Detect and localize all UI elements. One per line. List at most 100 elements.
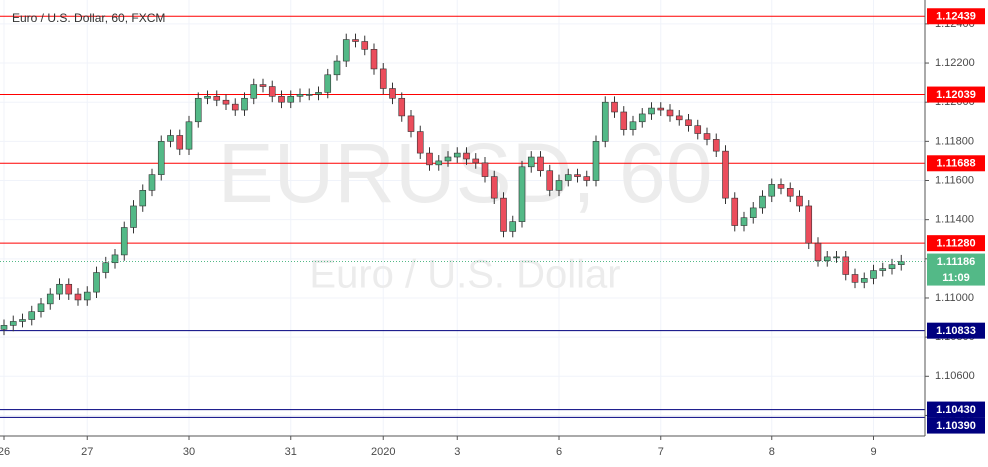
x-tick-label: 2020 [371, 446, 395, 458]
candle-body [204, 96, 211, 99]
candle-body [463, 152, 470, 160]
level-label: 1.10833 [936, 325, 976, 337]
candle-body [620, 111, 628, 130]
candle-body [842, 256, 850, 275]
candle-body [453, 152, 461, 158]
candle-body [231, 103, 239, 111]
x-tick-label: 8 [769, 446, 775, 458]
candle-body [564, 174, 572, 181]
candle-body [398, 97, 406, 117]
x-tick-label: 9 [870, 446, 876, 458]
candle-body [648, 107, 655, 115]
x-tick-label: 30 [183, 446, 195, 458]
candle-body [666, 109, 674, 117]
candle-body [416, 131, 424, 154]
candle-body [9, 321, 17, 326]
candle-body [241, 97, 248, 111]
candle-body [444, 156, 452, 162]
candle-body [777, 184, 785, 189]
candle-body [583, 176, 591, 181]
candle-body [370, 49, 378, 70]
candle-body [888, 264, 896, 269]
candle-body [120, 227, 128, 256]
x-tick-label: 7 [658, 446, 664, 458]
candle-body [194, 97, 202, 123]
level-label: 1.12439 [936, 11, 976, 23]
candle-body [675, 115, 683, 121]
candle-body [435, 160, 443, 166]
time-axis-bg [0, 436, 988, 467]
candle-body [574, 174, 581, 177]
candle-body [629, 121, 637, 130]
level-label-box [927, 322, 985, 339]
countdown-label: 11:09 [942, 272, 970, 284]
candle-body [740, 217, 748, 226]
level-label-box [927, 401, 985, 418]
candle-body [305, 94, 313, 96]
y-tick-label: 1.11600 [935, 174, 974, 186]
candle-body [481, 162, 489, 177]
candle-body [268, 86, 276, 97]
candle-body [176, 135, 184, 150]
grid [0, 0, 925, 436]
y-tick-label: 1.11400 [935, 214, 974, 226]
candle-body [222, 99, 230, 105]
candle-body [250, 84, 258, 99]
axes: 1.124001.122001.120001.118001.116001.114… [0, 8, 985, 458]
x-tick-label: 3 [454, 446, 460, 458]
candle-body [213, 96, 221, 101]
level-label: 1.12039 [936, 89, 976, 101]
candle-body [601, 101, 609, 142]
candle-body [509, 221, 517, 232]
candle-body [389, 88, 396, 99]
candle-body [768, 184, 776, 197]
level-label-box [927, 417, 985, 434]
candle-body [56, 283, 63, 295]
candle-body [111, 254, 119, 264]
candle-body [851, 274, 859, 283]
watermark-subtitle: Euro / U.S. Dollar [309, 253, 620, 297]
level-label: 1.10390 [936, 420, 976, 432]
candle-body [833, 256, 840, 259]
candle-body [500, 197, 507, 232]
candle-body [897, 261, 905, 265]
level-label-box [927, 155, 985, 172]
plot-area [0, 15, 925, 418]
candle-body [518, 166, 526, 222]
level-label: 1.11688 [936, 158, 975, 170]
candle-body [139, 189, 147, 207]
candle-body [537, 156, 544, 172]
candle-body [638, 113, 646, 123]
chart-title: Euro / U.S. Dollar, 60, FXCM [12, 11, 165, 25]
candle-body [0, 325, 8, 330]
y-tick-label: 1.11000 [935, 292, 974, 304]
level-label-box [927, 8, 985, 25]
price-axis-bg [925, 0, 988, 467]
candle-body [823, 256, 831, 262]
candle-body [527, 156, 535, 168]
candle-body [287, 96, 295, 103]
last-price-label: 1.11186 [937, 256, 976, 268]
watermark: EURUSD, 60 [218, 126, 713, 220]
candle-body [611, 101, 618, 113]
candle-body [296, 94, 304, 97]
candle-body [749, 207, 757, 219]
candle-body [19, 319, 26, 322]
candle-body [157, 141, 165, 175]
candle-body [352, 39, 359, 42]
candle-body [278, 96, 285, 103]
candle-body [148, 174, 156, 191]
candle-body [546, 170, 554, 191]
y-tick-label: 1.12200 [935, 57, 975, 69]
level-label-box [927, 235, 985, 252]
y-tick-label: 1.11800 [935, 135, 974, 147]
candle-body [759, 195, 766, 209]
candle-body [805, 205, 813, 244]
candle-body [685, 119, 692, 126]
candle-body [46, 293, 54, 305]
level-label: 1.11280 [936, 238, 975, 250]
candle-body [555, 180, 563, 191]
candle-body [130, 205, 137, 228]
